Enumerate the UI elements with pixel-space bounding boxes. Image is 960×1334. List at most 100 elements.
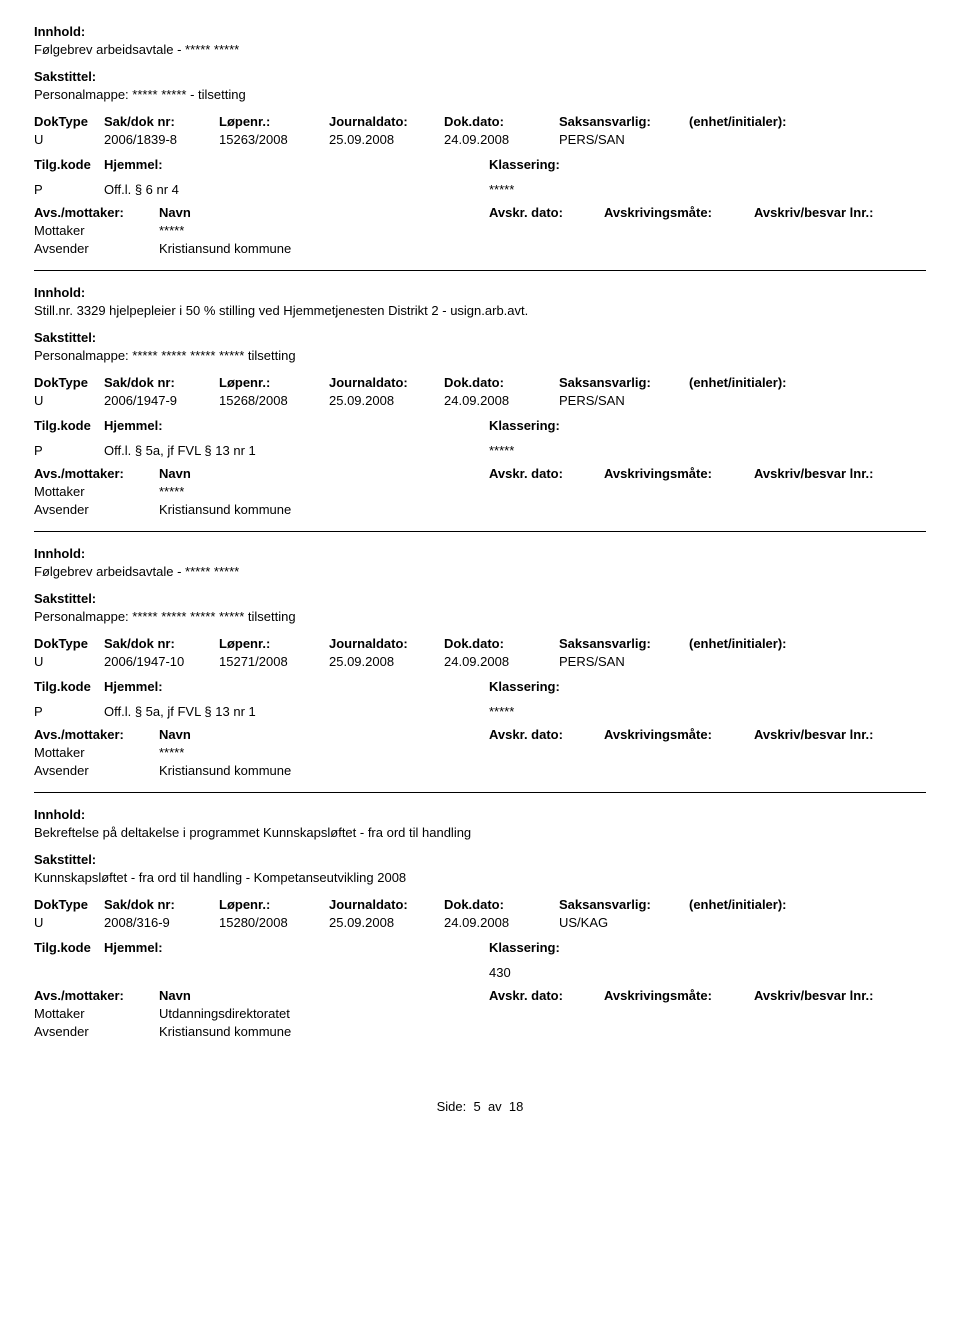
- sakdoknr-value: 2008/316-9: [104, 915, 219, 930]
- avsmottaker-header: Avs./mottaker:: [34, 988, 159, 1003]
- columns-header: DokType Sak/dok nr: Løpenr.: Journaldato…: [34, 897, 926, 912]
- avskrmate-header: Avskrivingsmåte:: [604, 988, 754, 1003]
- dokdato-header: Dok.dato:: [444, 114, 559, 129]
- columns-header: DokType Sak/dok nr: Løpenr.: Journaldato…: [34, 375, 926, 390]
- avskrmate-header: Avskrivingsmåte:: [604, 727, 754, 742]
- mottaker-row: Mottaker *****: [34, 223, 926, 238]
- sakdoknr-header: Sak/dok nr:: [104, 897, 219, 912]
- mottaker-label: Mottaker: [34, 745, 159, 760]
- saksansvarlig-header: Saksansvarlig:: [559, 114, 689, 129]
- journaldato-value: 25.09.2008: [329, 132, 444, 147]
- sakdoknr-header: Sak/dok nr:: [104, 636, 219, 651]
- avsender-navn: Kristiansund kommune: [159, 502, 489, 517]
- mottaker-label: Mottaker: [34, 223, 159, 238]
- innhold-text: Følgebrev arbeidsavtale - ***** *****: [34, 42, 926, 57]
- avsender-navn: Kristiansund kommune: [159, 763, 489, 778]
- journaldato-value: 25.09.2008: [329, 915, 444, 930]
- avsmottaker-header: Avs./mottaker:: [34, 205, 159, 220]
- saksansvarlig-value: US/KAG: [559, 915, 689, 930]
- journaldato-value: 25.09.2008: [329, 393, 444, 408]
- sakstittel-label: Sakstittel:: [34, 330, 926, 345]
- hjemmel-value: Off.l. § 5a, jf FVL § 13 nr 1: [104, 704, 489, 719]
- navn-header: Navn: [159, 988, 489, 1003]
- avskrmate-header: Avskrivingsmåte:: [604, 205, 754, 220]
- tilg-header: Tilg.kode Hjemmel: Klassering:: [34, 679, 926, 694]
- klassering-value: 430: [489, 965, 689, 980]
- klassering-header: Klassering:: [489, 940, 689, 955]
- avskrbesvar-header: Avskriv/besvar lnr.:: [754, 988, 924, 1003]
- entry-divider: [34, 270, 926, 271]
- tilg-header: Tilg.kode Hjemmel: Klassering:: [34, 418, 926, 433]
- dokdato-value: 24.09.2008: [444, 915, 559, 930]
- tilgkode-value: P: [34, 443, 104, 458]
- tilgkode-value: P: [34, 704, 104, 719]
- columns-header: DokType Sak/dok nr: Løpenr.: Journaldato…: [34, 114, 926, 129]
- avskrbesvar-header: Avskriv/besvar lnr.:: [754, 466, 924, 481]
- columns-data: U 2006/1947-10 15271/2008 25.09.2008 24.…: [34, 654, 926, 669]
- innhold-text: Følgebrev arbeidsavtale - ***** *****: [34, 564, 926, 579]
- avsender-label: Avsender: [34, 502, 159, 517]
- lopenr-header: Løpenr.:: [219, 636, 329, 651]
- hjemmel-header: Hjemmel:: [104, 418, 489, 433]
- page-footer: Side: 5 av 18: [34, 1099, 926, 1114]
- tilg-data: P Off.l. § 5a, jf FVL § 13 nr 1 *****: [34, 704, 926, 719]
- avs-header: Avs./mottaker: Navn Avskr. dato: Avskriv…: [34, 205, 926, 220]
- doktype-value: U: [34, 654, 104, 669]
- enhet-value: [689, 132, 869, 147]
- tilgkode-header: Tilg.kode: [34, 418, 104, 433]
- avsender-navn: Kristiansund kommune: [159, 1024, 489, 1039]
- tilgkode-value: P: [34, 182, 104, 197]
- hjemmel-value: Off.l. § 6 nr 4: [104, 182, 489, 197]
- hjemmel-value: [104, 965, 489, 980]
- saksansvarlig-value: PERS/SAN: [559, 393, 689, 408]
- sakdoknr-header: Sak/dok nr:: [104, 114, 219, 129]
- enhet-header: (enhet/initialer):: [689, 114, 869, 129]
- avsmottaker-header: Avs./mottaker:: [34, 727, 159, 742]
- sakdoknr-value: 2006/1947-9: [104, 393, 219, 408]
- journal-entry: Innhold: Bekreftelse på deltakelse i pro…: [34, 807, 926, 1039]
- mottaker-label: Mottaker: [34, 484, 159, 499]
- enhet-value: [689, 915, 869, 930]
- innhold-text: Bekreftelse på deltakelse i programmet K…: [34, 825, 926, 840]
- lopenr-value: 15268/2008: [219, 393, 329, 408]
- journaldato-header: Journaldato:: [329, 897, 444, 912]
- tilg-data: P Off.l. § 5a, jf FVL § 13 nr 1 *****: [34, 443, 926, 458]
- hjemmel-header: Hjemmel:: [104, 157, 489, 172]
- journaldato-value: 25.09.2008: [329, 654, 444, 669]
- avskrmate-header: Avskrivingsmåte:: [604, 466, 754, 481]
- avs-header: Avs./mottaker: Navn Avskr. dato: Avskriv…: [34, 466, 926, 481]
- klassering-header: Klassering:: [489, 418, 689, 433]
- avs-header: Avs./mottaker: Navn Avskr. dato: Avskriv…: [34, 727, 926, 742]
- mottaker-row: Mottaker *****: [34, 484, 926, 499]
- navn-header: Navn: [159, 727, 489, 742]
- innhold-label: Innhold:: [34, 546, 926, 561]
- mottaker-navn: Utdanningsdirektoratet: [159, 1006, 489, 1021]
- klassering-header: Klassering:: [489, 157, 689, 172]
- innhold-label: Innhold:: [34, 24, 926, 39]
- avsender-label: Avsender: [34, 241, 159, 256]
- journal-entry: Innhold: Følgebrev arbeidsavtale - *****…: [34, 24, 926, 256]
- entry-divider: [34, 531, 926, 532]
- page-sep: av: [488, 1099, 502, 1114]
- page-number: 5: [473, 1099, 480, 1114]
- journaldato-header: Journaldato:: [329, 375, 444, 390]
- journaldato-header: Journaldato:: [329, 114, 444, 129]
- avsender-row: Avsender Kristiansund kommune: [34, 241, 926, 256]
- innhold-text: Still.nr. 3329 hjelpepleier i 50 % still…: [34, 303, 926, 318]
- avskrbesvar-header: Avskriv/besvar lnr.:: [754, 727, 924, 742]
- sakdoknr-header: Sak/dok nr:: [104, 375, 219, 390]
- avskrbesvar-header: Avskriv/besvar lnr.:: [754, 205, 924, 220]
- dokdato-header: Dok.dato:: [444, 636, 559, 651]
- avskrdato-header: Avskr. dato:: [489, 988, 604, 1003]
- innhold-label: Innhold:: [34, 807, 926, 822]
- mottaker-row: Mottaker Utdanningsdirektoratet: [34, 1006, 926, 1021]
- doktype-value: U: [34, 393, 104, 408]
- sakstittel-text: Kunnskapsløftet - fra ord til handling -…: [34, 870, 926, 885]
- klassering-value: *****: [489, 704, 689, 719]
- doktype-value: U: [34, 915, 104, 930]
- mottaker-navn: *****: [159, 223, 489, 238]
- side-label: Side:: [437, 1099, 467, 1114]
- mottaker-label: Mottaker: [34, 1006, 159, 1021]
- sakstittel-text: Personalmappe: ***** ***** ***** ***** t…: [34, 348, 926, 363]
- sakstittel-text: Personalmappe: ***** ***** - tilsetting: [34, 87, 926, 102]
